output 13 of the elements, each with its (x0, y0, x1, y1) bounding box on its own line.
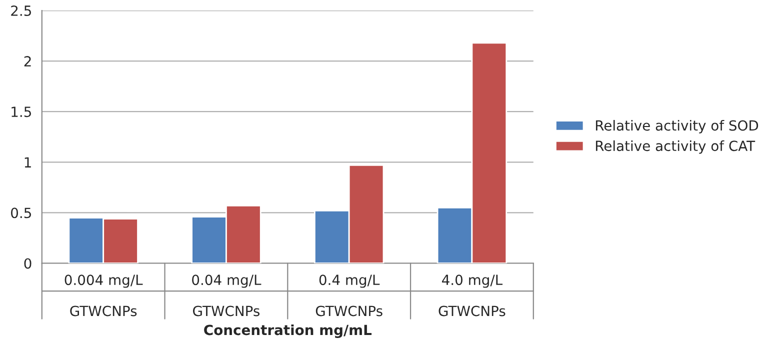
y-tick-label: 0 (24, 258, 32, 269)
category-label: 4.0 mg/L GTWCNPs (438, 274, 506, 316)
category-label: 0.04 mg/L GTWCNPs (192, 274, 262, 316)
x-axis-title: Concentration mg/mL (204, 324, 372, 338)
y-tick-label: 2.5 (11, 6, 31, 16)
category-label: 0.004 mg/L GTWCNPs (64, 274, 143, 316)
y-tick-label: 2 (24, 56, 31, 66)
legend-label: Relative activity of CAT (596, 140, 756, 154)
category-label: 0.4 mg/L GTWCNPs (316, 274, 382, 316)
y-tick-label: 1.5 (12, 106, 31, 118)
y-tick-label: 0.5 (11, 208, 31, 218)
legend-label: Relative activity of SOD (596, 120, 758, 134)
y-tick-label: 1 (24, 157, 31, 168)
